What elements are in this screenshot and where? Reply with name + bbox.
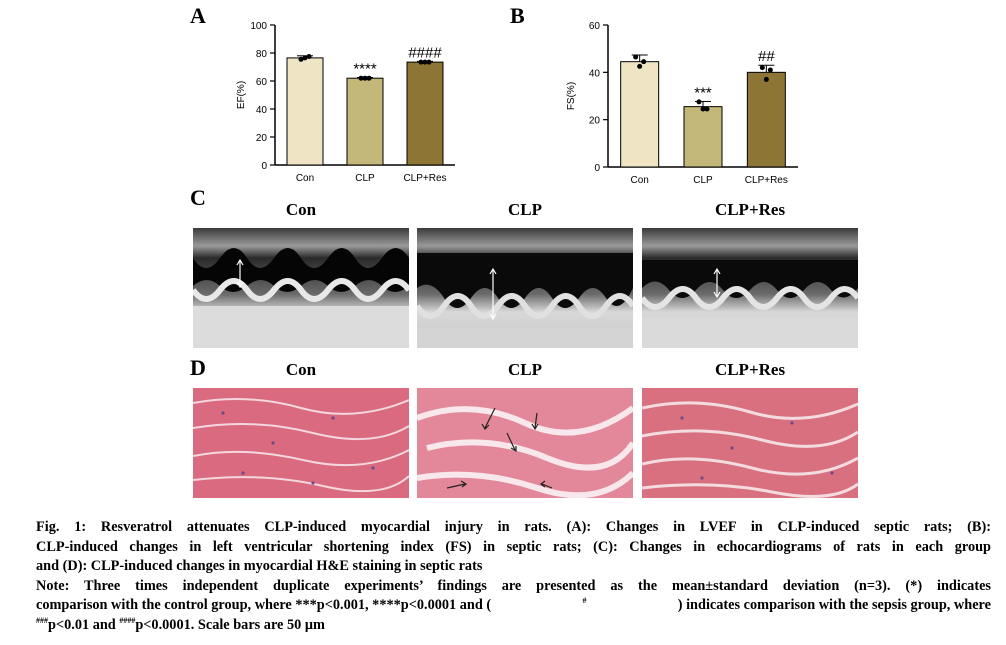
caption-line-4: Note: Three times independent duplicate … — [36, 577, 991, 594]
data-point — [767, 67, 773, 73]
he-stain-clpres — [642, 388, 858, 498]
echo-title-clpres: CLP+Res — [714, 200, 786, 219]
significance-label: ## — [758, 48, 775, 65]
bar — [683, 106, 723, 168]
echo-image-clp — [417, 228, 633, 348]
chart-ef: 0 20 40 60 80 100 EF(%) Con **** CLP #### CLP+Res — [230, 15, 470, 190]
y-tick-label: 20 — [589, 116, 601, 127]
he-image-clpres — [642, 388, 858, 498]
bar — [286, 57, 324, 166]
echo-image-clpres — [642, 228, 858, 348]
data-point — [633, 54, 639, 60]
data-point — [641, 59, 647, 65]
y-tick-label: 60 — [256, 77, 268, 88]
data-point — [298, 56, 304, 62]
y-tick-label: 0 — [261, 161, 267, 172]
caption-line-5-part-sup: # — [582, 596, 587, 605]
x-tick-label: CLP+Res — [403, 173, 446, 184]
y-tick-label: 40 — [589, 68, 601, 79]
data-point — [358, 75, 364, 81]
y-tick-label: 60 — [589, 21, 601, 32]
echocardiogram-clpres — [642, 228, 858, 348]
x-tick-label: Con — [296, 173, 314, 184]
caption-line-6-part-a: p<0.01 and — [48, 616, 120, 633]
bar — [746, 71, 786, 168]
caption-line-6-sup-1: ### — [36, 615, 48, 625]
data-point — [366, 75, 372, 81]
data-point — [763, 76, 769, 82]
caption-line-2: CLP-induced changes in left ventricular … — [36, 538, 991, 555]
x-tick-label: Con — [630, 175, 648, 186]
data-point — [302, 55, 308, 61]
caption-line-3: and (D): CLP-induced changes in myocardi… — [36, 558, 483, 574]
caption-line-5-part-b: ) indicates comparison with the sepsis g… — [677, 597, 991, 613]
x-tick-label: CLP — [693, 175, 713, 186]
echo-title-clp: CLP — [508, 200, 542, 219]
data-point — [700, 106, 706, 112]
significance-label: #### — [408, 44, 442, 61]
ef-bar-chart: 0 20 40 60 80 100 EF(%) Con **** CLP #### CLP+Res — [236, 21, 455, 184]
echocardiogram-clp — [417, 228, 633, 348]
he-image-con — [193, 388, 409, 498]
y-tick-label: 20 — [256, 133, 268, 144]
caption-line-5: comparison with the control group, where… — [36, 596, 991, 616]
he-stain-clp — [417, 388, 633, 498]
data-point — [637, 63, 643, 69]
data-point — [362, 75, 368, 81]
y-tick-label: 80 — [256, 49, 268, 60]
significance-label: *** — [694, 84, 712, 101]
he-title-clp: CLP — [508, 360, 542, 379]
caption-line-1: Fig. 1: Resveratrol attenuates CLP-induc… — [36, 519, 991, 535]
significance-label: **** — [353, 61, 377, 78]
data-point — [422, 59, 428, 65]
y-axis-label: FS(%) — [566, 82, 577, 110]
panel-letter-c: C — [190, 185, 206, 210]
panel-letter-b: B — [510, 3, 525, 28]
y-axis-label: EF(%) — [236, 81, 247, 109]
chart-fs: 0 20 40 60 FS(%) Con *** CLP ## CLP+Res — [560, 15, 810, 190]
caption-line-6: ###p<0.01 and ####p<0.0001. Scale bars a… — [36, 616, 991, 636]
data-point — [426, 59, 432, 65]
he-title-con: Con — [285, 360, 317, 379]
data-point — [696, 99, 702, 105]
caption-line-6-part-b: p<0.0001. Scale bars are 50 μm — [135, 616, 325, 633]
data-point — [418, 59, 424, 65]
bar — [620, 61, 660, 168]
echo-image-con — [193, 228, 409, 348]
y-tick-label: 40 — [256, 105, 268, 116]
echo-title-con: Con — [285, 200, 317, 219]
echocardiogram-con — [193, 228, 409, 348]
he-stain-con — [193, 388, 409, 498]
he-image-clp — [417, 388, 633, 498]
figure-caption: Fig. 1: Resveratrol attenuates CLP-induc… — [36, 518, 991, 635]
he-title-clpres: CLP+Res — [714, 360, 786, 379]
data-point — [306, 54, 312, 59]
panel-letter-a: A — [190, 3, 206, 28]
data-point — [759, 65, 765, 71]
x-tick-label: CLP+Res — [745, 175, 788, 186]
y-tick-label: 0 — [594, 163, 600, 174]
fs-bar-chart: 0 20 40 60 FS(%) Con *** CLP ## CLP+Res — [566, 21, 798, 186]
caption-line-5-part-a: comparison with the control group, where… — [36, 597, 492, 613]
caption-line-6-sup-2: #### — [119, 615, 136, 625]
bar — [346, 77, 384, 166]
x-tick-label: CLP — [355, 173, 375, 184]
bar — [406, 61, 444, 166]
panel-letter-d: D — [190, 355, 206, 380]
y-tick-label: 100 — [250, 21, 267, 32]
data-point — [704, 106, 710, 112]
